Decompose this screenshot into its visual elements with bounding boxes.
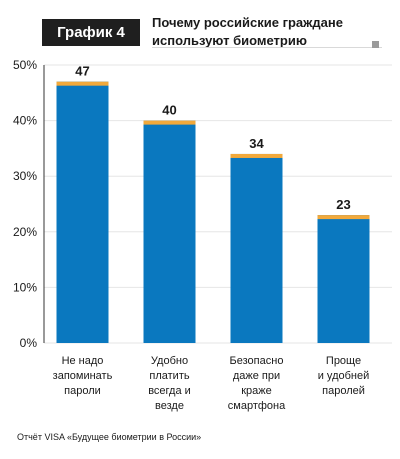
category-label-line: смартфона bbox=[228, 400, 286, 412]
bar bbox=[317, 215, 370, 343]
bar-value-label: 40 bbox=[162, 103, 176, 118]
category-label-line: краже bbox=[241, 385, 272, 397]
chart-source-note: Отчёт VISA «Будущее биометрии в России» bbox=[17, 432, 202, 442]
y-tick-label: 50% bbox=[13, 58, 37, 72]
bar-value-label: 47 bbox=[75, 64, 89, 79]
chart-title: Почему российские граждане используют би… bbox=[152, 14, 343, 50]
bar bbox=[230, 153, 283, 343]
title-divider bbox=[152, 47, 382, 48]
category-label-line: Не надо bbox=[62, 355, 104, 367]
y-tick-label: 10% bbox=[13, 280, 37, 294]
category-label-line: и удобней bbox=[318, 370, 370, 382]
bar-top-cap bbox=[56, 81, 109, 86]
category-label-line: паролей bbox=[322, 385, 365, 397]
category-label: Безопасно даже при краже смартфона bbox=[228, 355, 286, 412]
category-label-line: Удобно bbox=[151, 355, 188, 367]
category-label: Проще и удобней паролей bbox=[318, 355, 370, 397]
category-label: Удобно платить всегда и везде bbox=[148, 355, 191, 412]
category-label: Не надо запоминать пароли bbox=[53, 355, 113, 397]
bar-value-label: 34 bbox=[249, 136, 264, 151]
bar bbox=[56, 81, 109, 344]
y-tick-label: 0% bbox=[20, 336, 38, 350]
category-label-line: даже при bbox=[233, 370, 280, 382]
chart-title-line-2: используют биометрию bbox=[152, 33, 307, 48]
bar-value-label: 23 bbox=[336, 197, 350, 212]
bar bbox=[143, 120, 196, 343]
category-label-line: пароли bbox=[64, 385, 101, 397]
bar-top-cap bbox=[230, 153, 283, 158]
category-label-line: платить bbox=[149, 370, 189, 382]
category-label-line: везде bbox=[155, 400, 184, 412]
category-label-line: Проще bbox=[326, 355, 361, 367]
category-label-line: запоминать bbox=[53, 370, 113, 382]
y-tick-label: 20% bbox=[13, 225, 37, 239]
chart-title-line-1: Почему российские граждане bbox=[152, 15, 343, 30]
bar-top-cap bbox=[143, 120, 196, 125]
y-tick-label: 30% bbox=[13, 169, 37, 183]
y-tick-label: 40% bbox=[13, 114, 37, 128]
corner-square-icon bbox=[372, 41, 379, 48]
bar-top-cap bbox=[317, 215, 370, 220]
category-label-line: Безопасно bbox=[230, 355, 284, 367]
chart-number-badge: График 4 bbox=[42, 19, 140, 46]
category-label-line: всегда и bbox=[148, 385, 191, 397]
